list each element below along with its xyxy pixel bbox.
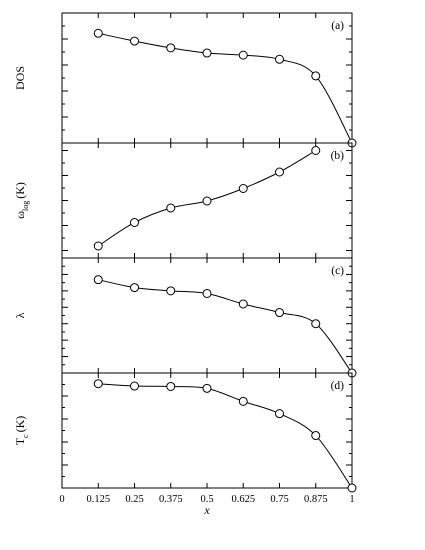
x-tick-label: 0.375 bbox=[159, 494, 183, 505]
y-axis-label-unit: (K) bbox=[13, 182, 27, 199]
panel-c: λ (c) bbox=[13, 257, 357, 378]
data-point bbox=[130, 36, 139, 46]
x-tick-label: 0.125 bbox=[86, 494, 110, 505]
panel-frame bbox=[61, 12, 353, 144]
y-axis-label: DOS bbox=[13, 66, 27, 90]
data-point bbox=[275, 409, 284, 419]
panel-label: (b) bbox=[331, 150, 345, 162]
data-point bbox=[202, 196, 212, 206]
x-tick-label: 1 bbox=[349, 494, 354, 505]
x-axis: x 0 0.125 0.25 0.375 0.5 0.625 0.75 0.875 1 bbox=[59, 494, 354, 517]
data-point bbox=[130, 218, 139, 227]
y-axis-label: ωlog (K) bbox=[13, 182, 30, 219]
data-point bbox=[202, 383, 212, 393]
data-point bbox=[166, 203, 176, 213]
data-point bbox=[311, 319, 321, 329]
y-axis-label: Tc(K) bbox=[13, 416, 30, 446]
y-axis-label-main: ω bbox=[13, 211, 27, 219]
data-point bbox=[130, 381, 139, 391]
data-point bbox=[166, 43, 176, 53]
x-tick-label: 0.75 bbox=[270, 494, 288, 505]
data-point bbox=[166, 286, 176, 296]
data-point bbox=[275, 167, 284, 177]
panel-label: (c) bbox=[331, 265, 344, 277]
data-point bbox=[311, 431, 321, 441]
x-tick-label: 0.5 bbox=[200, 494, 213, 505]
data-point bbox=[93, 275, 103, 285]
panel-label: (d) bbox=[331, 380, 345, 392]
panel-frame bbox=[61, 257, 353, 374]
data-point bbox=[130, 283, 139, 293]
x-axis-label: x bbox=[203, 503, 210, 517]
x-tick-label: 0 bbox=[59, 494, 64, 505]
data-point bbox=[311, 71, 321, 81]
data-point bbox=[311, 146, 321, 155]
data-point bbox=[202, 48, 212, 58]
data-point bbox=[238, 50, 248, 60]
data-point bbox=[347, 483, 357, 493]
panel-a: DOS (a) bbox=[13, 12, 357, 148]
data-point bbox=[166, 381, 176, 391]
data-point bbox=[202, 288, 212, 298]
data-point bbox=[238, 184, 248, 193]
data-point bbox=[93, 28, 103, 38]
panel-label: (a) bbox=[331, 20, 344, 32]
x-tick-label: 0.25 bbox=[125, 494, 143, 505]
panel-b: ωlog (K) (b) bbox=[13, 142, 353, 259]
data-point bbox=[275, 308, 284, 318]
x-tick-label: 0.625 bbox=[231, 494, 255, 505]
data-point bbox=[238, 299, 248, 309]
data-point bbox=[93, 241, 103, 251]
x-tick-label: 0.875 bbox=[304, 494, 328, 505]
panels: DOS(a)ωlog(K)(b)λ(c)Tc(K)(d) bbox=[13, 12, 357, 493]
y-axis-label-unit: (K) bbox=[13, 416, 27, 433]
y-axis-label-sub: c bbox=[21, 434, 30, 438]
y-axis-label: λ bbox=[13, 312, 27, 318]
data-point bbox=[275, 54, 284, 64]
data-point bbox=[238, 396, 248, 406]
series-line bbox=[98, 32, 353, 144]
data-point bbox=[93, 379, 103, 389]
panel-d: Tc(K) (d) bbox=[13, 372, 357, 493]
y-axis-label-sub: log bbox=[21, 201, 30, 211]
y-axis-label-main: T bbox=[13, 437, 27, 445]
